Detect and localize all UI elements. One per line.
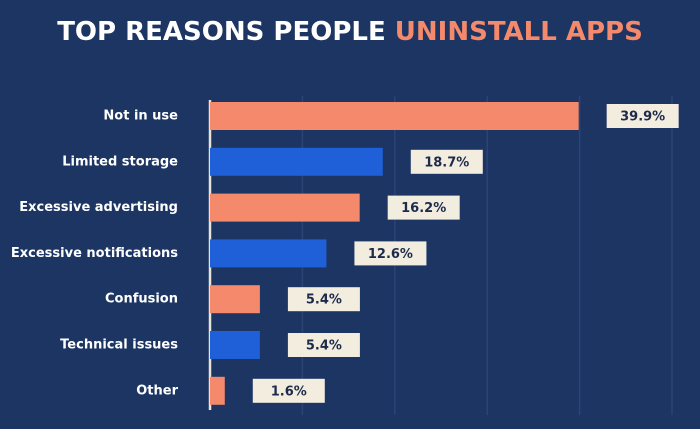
value-label-box: [287, 287, 360, 312]
bar: [210, 285, 260, 314]
value-label: 1.6%: [271, 384, 307, 399]
value-label: 12.6%: [368, 247, 413, 262]
bar: [210, 147, 383, 176]
bar: [210, 239, 327, 268]
value-label: 39.9%: [620, 110, 665, 125]
value-label-box: [252, 378, 325, 403]
title-highlight: UNINSTALL APPS: [395, 17, 643, 47]
value-label-box: [606, 104, 679, 128]
title-part: TOP REASONS PEOPLE: [57, 17, 386, 47]
bar: [210, 102, 579, 130]
category-label: Limited storage: [62, 154, 178, 169]
category-label: Not in use: [103, 109, 178, 124]
bar: [210, 376, 225, 405]
value-label: 5.4%: [306, 339, 342, 354]
value-label: 5.4%: [306, 293, 342, 308]
bar: [210, 331, 260, 359]
category-label: Technical issues: [60, 338, 178, 353]
value-label: 16.2%: [401, 201, 446, 216]
value-label: 18.7%: [424, 155, 469, 170]
value-label-box: [387, 195, 460, 220]
value-label-box: [354, 241, 427, 266]
category-label: Confusion: [105, 292, 178, 307]
category-label: Excessive advertising: [19, 200, 178, 215]
chart-title: TOP REASONS PEOPLE UNINSTALL APPS: [57, 17, 643, 47]
category-label: Excessive notifications: [11, 246, 178, 261]
value-label-box: [287, 333, 360, 357]
category-label: Other: [136, 383, 178, 398]
value-label-box: [410, 149, 483, 174]
bar: [210, 193, 360, 222]
